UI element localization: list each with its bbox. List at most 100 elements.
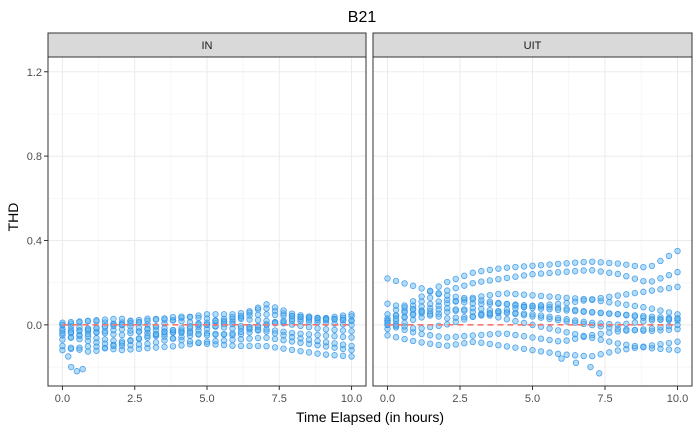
data-point bbox=[640, 344, 647, 351]
x-tick-label: 5.0 bbox=[199, 393, 214, 405]
data-point bbox=[426, 287, 434, 295]
x-tick-label: 0.0 bbox=[55, 393, 70, 405]
data-point bbox=[127, 337, 134, 345]
data-point bbox=[606, 349, 613, 356]
data-point bbox=[384, 300, 391, 307]
data-point bbox=[606, 259, 613, 267]
data-point bbox=[478, 278, 485, 285]
data-point bbox=[461, 340, 468, 347]
data-point bbox=[178, 325, 185, 332]
data-point bbox=[348, 342, 355, 350]
data-point bbox=[392, 334, 400, 341]
data-point bbox=[503, 343, 511, 350]
data-point bbox=[339, 316, 347, 324]
data-point bbox=[495, 341, 502, 349]
data-point bbox=[392, 302, 400, 309]
data-point bbox=[144, 317, 151, 325]
data-point bbox=[229, 336, 236, 344]
data-point bbox=[657, 316, 664, 323]
data-point bbox=[169, 326, 177, 334]
data-point bbox=[314, 337, 321, 345]
data-point bbox=[495, 299, 502, 307]
data-point bbox=[520, 272, 528, 279]
data-point bbox=[237, 325, 245, 332]
data-point bbox=[237, 342, 245, 350]
data-point bbox=[220, 337, 228, 344]
data-point bbox=[186, 338, 194, 345]
data-point bbox=[203, 332, 211, 339]
data-point bbox=[384, 332, 391, 339]
data-point bbox=[435, 298, 442, 305]
x-tick-label: 2.5 bbox=[127, 393, 142, 405]
data-point bbox=[314, 331, 321, 339]
data-point bbox=[614, 310, 621, 318]
data-point bbox=[409, 311, 417, 319]
data-point bbox=[589, 334, 596, 342]
data-point bbox=[263, 326, 270, 333]
data-point bbox=[435, 341, 442, 349]
data-point bbox=[101, 345, 109, 352]
data-point bbox=[597, 330, 604, 338]
data-point bbox=[127, 320, 134, 327]
data-point bbox=[640, 304, 647, 311]
data-point bbox=[76, 344, 83, 351]
data-point bbox=[93, 317, 100, 324]
data-point bbox=[435, 333, 442, 340]
data-point bbox=[135, 328, 143, 335]
data-point bbox=[469, 338, 476, 346]
data-point bbox=[571, 330, 579, 338]
data-point bbox=[452, 306, 459, 313]
facet-panel-in: IN 0.0 2.5 5.0 7.5 10.0 bbox=[47, 32, 367, 405]
series-9 bbox=[59, 313, 355, 350]
facet-strip-label: UIT bbox=[524, 40, 542, 52]
data-point bbox=[469, 279, 476, 287]
data-point bbox=[537, 302, 545, 309]
data-point bbox=[426, 300, 434, 308]
data-point bbox=[237, 328, 245, 335]
data-point bbox=[520, 303, 528, 311]
data-point bbox=[339, 333, 347, 341]
data-point bbox=[572, 359, 580, 367]
data-point bbox=[212, 331, 219, 338]
data-point bbox=[135, 345, 143, 352]
data-point bbox=[254, 304, 262, 311]
data-point bbox=[614, 347, 621, 354]
data-point bbox=[571, 298, 579, 305]
data-point bbox=[640, 288, 647, 296]
data-point bbox=[546, 315, 553, 323]
data-point bbox=[674, 346, 681, 354]
data-point bbox=[229, 331, 236, 339]
data-point bbox=[401, 313, 408, 321]
data-point bbox=[486, 331, 494, 338]
data-point bbox=[469, 332, 476, 339]
data-point bbox=[563, 260, 570, 267]
facet-panel-uit: UIT 0.0 2.5 5.0 7.5 10.0 bbox=[372, 32, 693, 405]
data-point bbox=[444, 342, 451, 349]
data-point bbox=[631, 302, 639, 310]
data-point bbox=[271, 330, 279, 337]
data-point bbox=[161, 333, 168, 340]
data-point bbox=[178, 317, 185, 325]
data-point bbox=[529, 304, 536, 312]
y-tick-label: 0.4 bbox=[27, 235, 42, 247]
data-point bbox=[280, 328, 287, 335]
data-point bbox=[271, 335, 279, 343]
data-point bbox=[580, 332, 587, 340]
series-11 bbox=[384, 283, 681, 332]
data-point bbox=[512, 331, 519, 339]
data-point bbox=[606, 329, 613, 336]
data-point bbox=[623, 311, 630, 318]
data-point bbox=[452, 293, 459, 301]
data-point bbox=[597, 309, 604, 317]
data-point bbox=[537, 335, 545, 342]
data-point bbox=[401, 280, 408, 287]
data-point bbox=[348, 353, 355, 360]
data-point bbox=[529, 302, 536, 310]
data-point bbox=[486, 291, 494, 299]
data-point bbox=[322, 332, 330, 339]
data-point bbox=[596, 370, 603, 377]
data-point bbox=[110, 331, 117, 338]
data-point bbox=[418, 309, 425, 317]
data-point bbox=[623, 291, 630, 298]
x-tick-label: 10.0 bbox=[341, 393, 362, 405]
